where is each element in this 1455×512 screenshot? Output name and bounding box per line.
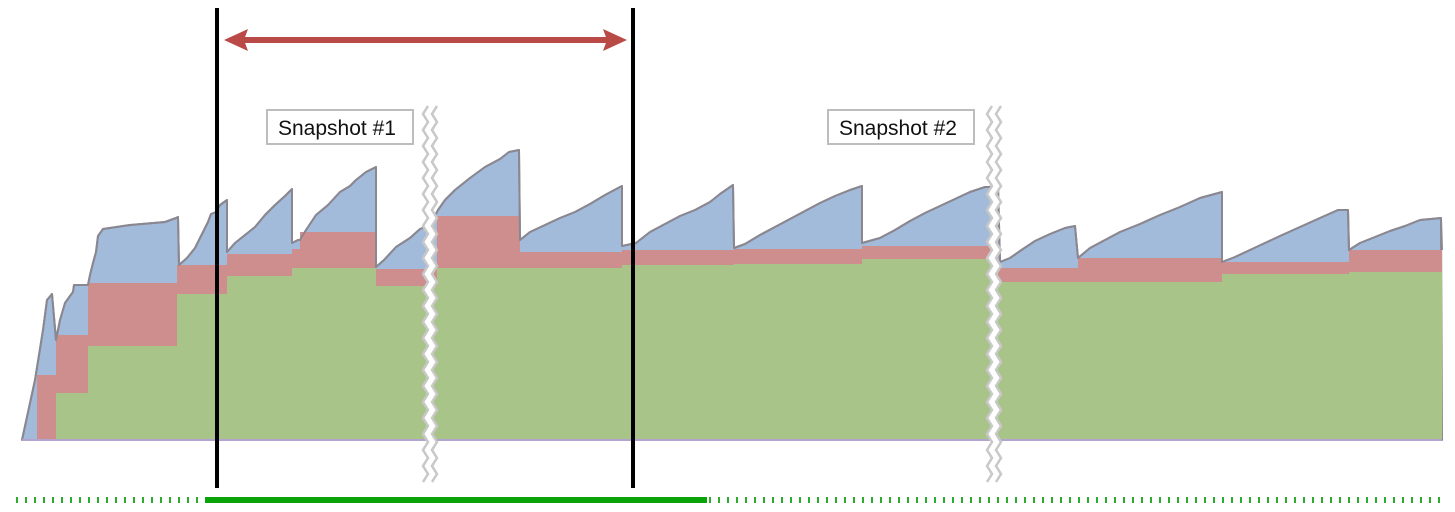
zigzag-break-icon xyxy=(430,105,439,483)
snapshot-2-label: Snapshot #2 xyxy=(827,109,975,145)
bottom-layer-area xyxy=(56,259,1442,440)
double-headed-arrow-icon xyxy=(224,29,627,51)
snapshot-1-label: Snapshot #1 xyxy=(266,109,414,145)
stacked-area xyxy=(21,149,1443,441)
break-marks xyxy=(421,104,1003,484)
zigzag-break-icon xyxy=(422,104,437,484)
top-outline xyxy=(21,149,1443,441)
zigzag-break-icon xyxy=(994,105,1003,483)
zigzag-break-icon xyxy=(986,104,1001,484)
zigzag-break-icon xyxy=(421,105,430,483)
zigzag-break-icon xyxy=(985,105,994,483)
